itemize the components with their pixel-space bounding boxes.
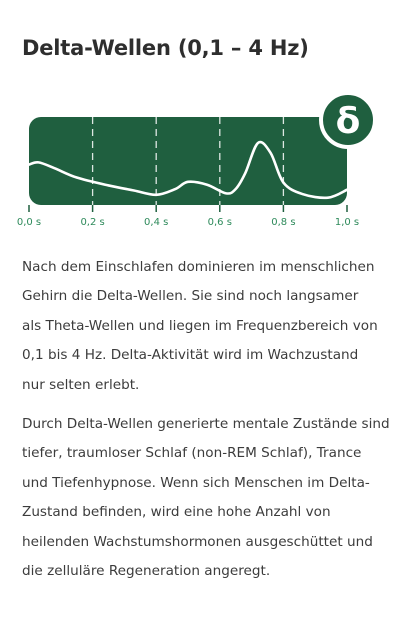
paragraph-line: Gehirn die Delta-Wellen. Sie sind noch l… <box>22 288 359 305</box>
wave-line <box>27 140 349 200</box>
paragraph-line: Zustand befinden, wird eine hohe Anzahl … <box>22 504 331 521</box>
paragraph-line: 0,1 bis 4 Hz. Delta-Aktivität wird im Wa… <box>22 347 359 364</box>
paragraph-line: Nach dem Einschlafen dominieren im mensc… <box>22 259 375 275</box>
paragraph-line: heilenden Wachstumshormonen ausgeschütte… <box>22 533 373 550</box>
states-paragraph: Durch Delta-Wellen generierte mentale Zu… <box>22 410 390 586</box>
tick-label: 0,6 s <box>208 217 232 228</box>
tick-labels: 0,0 s 0,2 s 0,4 s 0,6 s 0,8 s 1,0 s <box>17 217 359 228</box>
paragraph-line: als Theta-Wellen und liegen im Frequenzb… <box>22 317 378 334</box>
page-title: Delta-Wellen (0,1 – 4 Hz) <box>22 36 309 60</box>
intro-paragraph: Nach dem Einschlafen dominieren im mensc… <box>22 253 390 400</box>
tick-label: 0,0 s <box>17 217 41 228</box>
delta-symbol: δ <box>336 101 361 142</box>
tick-marks <box>28 205 348 212</box>
delta-wave-chart: 0,0 s 0,2 s 0,4 s 0,6 s 0,8 s 1,0 s δ <box>17 91 377 228</box>
paragraph-line: tiefer, traumloser Schlaf (non-REM Schla… <box>22 445 362 462</box>
tick-label: 1,0 s <box>335 217 359 228</box>
tick-label: 0,4 s <box>144 217 168 228</box>
paragraph-line: Durch Delta-Wellen generierte mentale Zu… <box>22 416 390 432</box>
tick-label: 0,2 s <box>80 217 104 228</box>
badge-circle <box>319 91 377 149</box>
tick-label: 0,8 s <box>271 217 295 228</box>
paragraph-line: und Tiefenhypnose. Wenn sich Menschen im… <box>22 474 370 491</box>
chart-panel <box>29 117 347 205</box>
paragraph-line: die zelluläre Regeneration angeregt. <box>22 563 271 580</box>
paragraph-line: nur selten erlebt. <box>22 376 140 393</box>
